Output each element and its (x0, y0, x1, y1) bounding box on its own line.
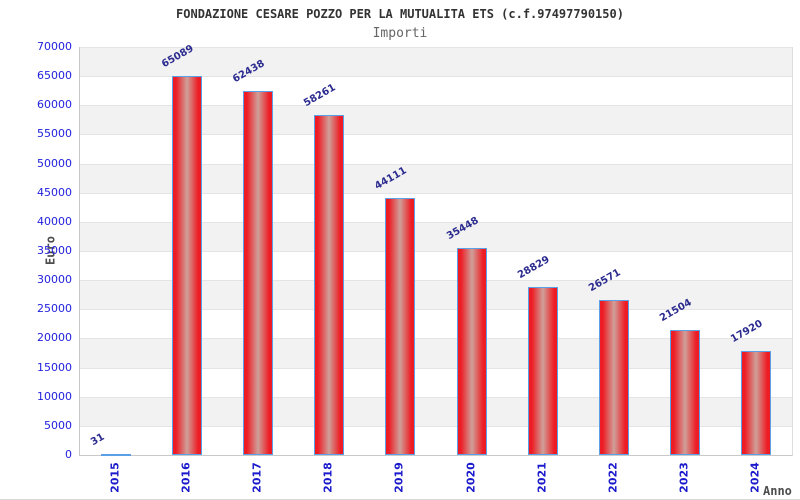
y-axis-tick-label: 50000 (37, 156, 72, 170)
bar-2018 (314, 115, 344, 455)
y-axis-tick-label: 40000 (37, 214, 72, 228)
chart-subtitle: Importi (372, 26, 428, 41)
x-axis-tick-label: 2023 (677, 462, 691, 493)
y-axis-tick-label: 70000 (37, 40, 72, 53)
plot-area (79, 47, 793, 456)
bar-2016 (172, 76, 202, 455)
gridline (80, 163, 792, 165)
bar-2015 (101, 454, 131, 456)
gridline (80, 309, 792, 311)
x-axis-tick-label: 2022 (606, 462, 620, 493)
y-axis-tick-label: 65000 (37, 69, 72, 83)
y-axis-tick-label: 55000 (37, 127, 72, 141)
gridline (80, 192, 792, 194)
gridline (80, 425, 792, 427)
x-axis-label: Anno (763, 484, 792, 498)
y-axis-tick-label: 60000 (37, 98, 72, 112)
bar-2022 (599, 300, 629, 455)
bar-2023 (670, 330, 700, 455)
gridline (80, 396, 792, 398)
gridline (80, 367, 792, 369)
plot-band (80, 47, 792, 77)
y-axis-tick-label: 35000 (37, 244, 72, 257)
chart-title: FONDAZIONE CESARE POZZO PER LA MUTUALITA… (176, 7, 624, 21)
y-axis-tick-label: 0 (65, 448, 72, 461)
y-axis-tick-label: 5000 (44, 418, 72, 432)
gridline (80, 221, 792, 223)
y-axis-tick-label: 45000 (37, 185, 72, 199)
x-axis-tick-label: 2016 (179, 462, 193, 493)
y-axis-tick-label: 10000 (37, 389, 72, 403)
gridline (80, 47, 792, 48)
bar-2020 (457, 248, 487, 455)
y-axis-tick-label: 15000 (37, 360, 72, 374)
y-axis-tick-label: 30000 (37, 273, 72, 287)
x-axis-tick-label: 2024 (748, 462, 762, 493)
bar-2019 (385, 198, 415, 455)
x-axis-tick-label: 2021 (535, 462, 549, 493)
bar-2024 (741, 351, 771, 455)
bar-2021 (528, 287, 558, 455)
x-axis-tick-label: 2017 (250, 462, 264, 493)
gridline (80, 76, 792, 78)
gridline (80, 280, 792, 282)
x-axis-tick-label: 2015 (108, 462, 122, 493)
bar-2017 (243, 91, 273, 455)
y-axis-tick-label: 25000 (37, 302, 72, 316)
x-axis-tick-label: 2019 (392, 462, 406, 493)
x-axis-tick-label: 2020 (464, 462, 478, 493)
gridline (80, 105, 792, 107)
x-axis-tick-label: 2018 (321, 462, 335, 493)
gridline (80, 134, 792, 136)
gridline (80, 338, 792, 340)
gridline (80, 251, 792, 252)
y-axis-tick-label: 20000 (37, 331, 72, 345)
